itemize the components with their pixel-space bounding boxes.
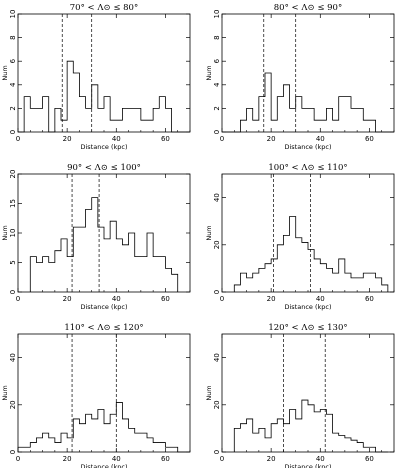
x-axis-label: Distance (kpc) — [80, 463, 127, 468]
panel-title: 80° < Λ⊙ ≤ 90° — [274, 3, 342, 13]
x-tick-label: 40 — [112, 455, 121, 463]
y-tick-label: 0 — [213, 290, 221, 294]
y-tick-label: 20 — [9, 170, 17, 179]
y-tick-label: 20 — [9, 400, 17, 409]
x-tick-label: 0 — [220, 295, 224, 303]
plot-frame — [221, 333, 395, 453]
x-tick-label: 60 — [365, 455, 374, 463]
y-axis-label: Num — [1, 65, 9, 80]
histogram-panel-1: 70° < Λ⊙ ≤ 80° 0 20 40 60 0 2 4 6 8 10 Distance (kp… — [1, 3, 191, 151]
y-tick-label: 0 — [9, 290, 17, 294]
x-tick-label: 60 — [365, 135, 374, 143]
x-tick-label: 0 — [16, 135, 20, 143]
y-tick-label: 4 — [213, 82, 221, 87]
y-tick-label: 40 — [213, 193, 221, 202]
y-tick-label: 6 — [213, 58, 221, 63]
x-tick-label: 20 — [63, 455, 72, 463]
x-tick-label: 60 — [161, 455, 170, 463]
y-tick-label: 0 — [9, 130, 17, 134]
x-tick-label: 0 — [220, 455, 224, 463]
y-axis-label: Num — [1, 225, 9, 240]
x-axis-label: Distance (kpc) — [284, 143, 331, 151]
x-tick-label: 40 — [316, 295, 325, 303]
y-tick-label: 20 — [213, 240, 221, 249]
y-tick-label: 15 — [9, 199, 17, 208]
x-tick-label: 20 — [63, 295, 72, 303]
y-tick-label: 0 — [213, 450, 221, 454]
y-axis-label: Num — [205, 65, 213, 80]
y-tick-label: 10 — [213, 10, 221, 19]
histogram-series — [29, 197, 179, 292]
y-tick-label: 2 — [9, 106, 17, 110]
plot-frame — [17, 333, 191, 453]
y-tick-label: 20 — [213, 400, 221, 409]
x-tick-label: 20 — [267, 455, 276, 463]
y-tick-label: 40 — [213, 353, 221, 362]
x-tick-label: 20 — [267, 135, 276, 143]
x-tick-label: 0 — [220, 135, 224, 143]
y-tick-label: 6 — [9, 58, 17, 63]
histogram-series — [233, 399, 388, 453]
panel-title: 100° < Λ⊙ ≤ 110° — [268, 163, 347, 173]
y-axis-label: Num — [205, 225, 213, 240]
y-tick-label: 10 — [9, 229, 17, 238]
x-tick-label: 0 — [16, 295, 20, 303]
x-tick-label: 60 — [161, 295, 170, 303]
x-tick-label: 40 — [112, 295, 121, 303]
x-tick-label: 40 — [316, 455, 325, 463]
panel-title: 120° < Λ⊙ ≤ 130° — [268, 323, 347, 333]
histogram-series — [233, 216, 389, 292]
histogram-series — [222, 72, 394, 133]
y-tick-label: 8 — [9, 35, 17, 39]
y-tick-label: 4 — [9, 82, 17, 87]
x-axis-label: Distance (kpc) — [284, 463, 331, 468]
x-tick-label: 20 — [267, 295, 276, 303]
y-axis-label: Num — [1, 385, 9, 400]
x-axis-label: Distance (kpc) — [284, 303, 331, 311]
panel-title: 90° < Λ⊙ ≤ 100° — [67, 163, 141, 173]
y-tick-label: 10 — [9, 10, 17, 19]
x-axis-label: Distance (kpc) — [80, 303, 127, 311]
x-tick-label: 40 — [112, 135, 121, 143]
plot-frame — [221, 173, 395, 293]
x-tick-label: 40 — [316, 135, 325, 143]
x-tick-label: 20 — [63, 135, 72, 143]
x-tick-label: 0 — [16, 455, 20, 463]
y-axis-label: Num — [205, 385, 213, 400]
panel-title: 70° < Λ⊙ ≤ 80° — [70, 3, 138, 13]
y-tick-label: 0 — [213, 130, 221, 134]
y-tick-label: 40 — [9, 353, 17, 362]
histogram-series — [18, 60, 190, 133]
y-tick-label: 8 — [213, 35, 221, 39]
histogram-panel-3: 90° < Λ⊙ ≤ 100° 0 20 40 60 0 5 10 15 20 Distance (… — [1, 163, 191, 311]
plot-frame — [221, 13, 395, 133]
x-tick-label: 60 — [365, 295, 374, 303]
x-axis-label: Distance (kpc) — [80, 143, 127, 151]
histogram-panel-2: 80° < Λ⊙ ≤ 90° 0 20 40 60 0 2 4 6 8 10 Distance (kp… — [205, 3, 395, 151]
y-tick-label: 2 — [213, 106, 221, 110]
histogram-series — [17, 402, 190, 453]
panel-title: 110° < Λ⊙ ≤ 120° — [64, 323, 143, 333]
plot-frame — [17, 13, 191, 133]
x-tick-label: 60 — [161, 135, 170, 143]
y-tick-label: 5 — [9, 260, 17, 264]
y-tick-label: 0 — [9, 450, 17, 454]
